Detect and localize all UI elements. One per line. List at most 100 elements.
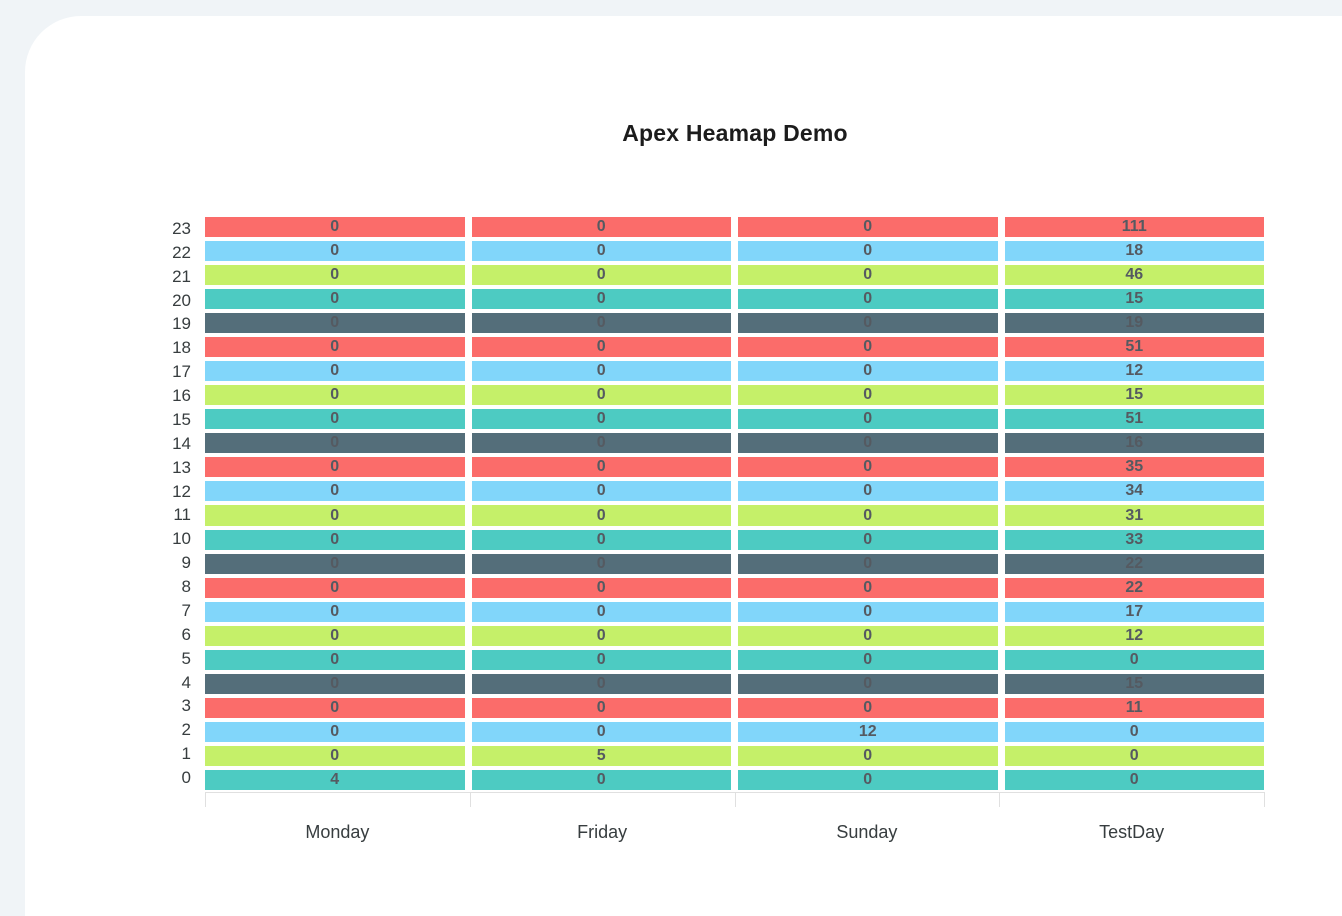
heatmap-cell[interactable]: 0 bbox=[471, 385, 731, 406]
heatmap-cell[interactable]: 0 bbox=[471, 505, 731, 526]
heatmap-cell[interactable]: 0 bbox=[205, 649, 465, 670]
heatmap-cell[interactable]: 35 bbox=[1004, 457, 1264, 478]
heatmap-cell[interactable]: 0 bbox=[471, 673, 731, 694]
heatmap-cell[interactable]: 0 bbox=[738, 505, 998, 526]
heatmap-cell[interactable]: 33 bbox=[1004, 529, 1264, 550]
heatmap-cell[interactable]: 0 bbox=[471, 577, 731, 598]
heatmap-cell[interactable]: 22 bbox=[1004, 577, 1264, 598]
heatmap-cell[interactable]: 0 bbox=[471, 553, 731, 574]
heatmap-cell[interactable]: 16 bbox=[1004, 433, 1264, 454]
heatmap-cell[interactable]: 0 bbox=[738, 409, 998, 430]
heatmap-cell[interactable]: 0 bbox=[738, 337, 998, 358]
heatmap-cell[interactable]: 0 bbox=[471, 481, 731, 502]
heatmap-cell[interactable]: 22 bbox=[1004, 553, 1264, 574]
heatmap-cell[interactable]: 12 bbox=[1004, 361, 1264, 382]
heatmap-cell[interactable]: 0 bbox=[471, 769, 731, 790]
heatmap-cell[interactable]: 0 bbox=[738, 241, 998, 262]
heatmap-cell[interactable]: 0 bbox=[205, 673, 465, 694]
heatmap-cell[interactable]: 0 bbox=[471, 625, 731, 646]
heatmap-cell[interactable]: 0 bbox=[205, 385, 465, 406]
heatmap-cell[interactable]: 0 bbox=[471, 649, 731, 670]
x-axis-tick bbox=[1264, 793, 1265, 807]
heatmap-cell[interactable]: 31 bbox=[1004, 505, 1264, 526]
heatmap-cell[interactable]: 0 bbox=[471, 721, 731, 742]
heatmap-cell[interactable]: 0 bbox=[471, 409, 731, 430]
heatmap-cell[interactable]: 17 bbox=[1004, 601, 1264, 622]
x-axis-tick bbox=[734, 793, 736, 807]
heatmap-cell[interactable]: 0 bbox=[738, 769, 998, 790]
heatmap-cell[interactable]: 0 bbox=[205, 361, 465, 382]
heatmap-cell[interactable]: 0 bbox=[205, 553, 465, 574]
heatmap-cell[interactable]: 0 bbox=[738, 673, 998, 694]
heatmap-cell[interactable]: 0 bbox=[471, 241, 731, 262]
heatmap-cell[interactable]: 0 bbox=[738, 745, 998, 766]
heatmap-cell[interactable]: 0 bbox=[738, 601, 998, 622]
heatmap-cell[interactable]: 0 bbox=[738, 265, 998, 286]
heatmap-cell[interactable]: 11 bbox=[1004, 697, 1264, 718]
heatmap-cell[interactable]: 0 bbox=[738, 289, 998, 310]
heatmap-cell[interactable]: 0 bbox=[738, 385, 998, 406]
heatmap-cell[interactable]: 0 bbox=[205, 625, 465, 646]
heatmap-cell[interactable]: 0 bbox=[205, 241, 465, 262]
heatmap-cell[interactable]: 0 bbox=[471, 433, 731, 454]
x-axis-tick bbox=[469, 793, 471, 807]
heatmap-cell[interactable]: 0 bbox=[205, 337, 465, 358]
heatmap-cell[interactable]: 0 bbox=[1004, 649, 1264, 670]
heatmap-cell[interactable]: 0 bbox=[471, 289, 731, 310]
heatmap-cell[interactable]: 12 bbox=[1004, 625, 1264, 646]
heatmap-cell[interactable]: 46 bbox=[1004, 265, 1264, 286]
heatmap-cell[interactable]: 0 bbox=[471, 697, 731, 718]
heatmap-cell[interactable]: 0 bbox=[471, 361, 731, 382]
heatmap-cell[interactable]: 18 bbox=[1004, 241, 1264, 262]
heatmap-cell[interactable]: 51 bbox=[1004, 337, 1264, 358]
heatmap-cell[interactable]: 0 bbox=[205, 433, 465, 454]
heatmap-cell[interactable]: 0 bbox=[471, 601, 731, 622]
heatmap-cell[interactable]: 0 bbox=[738, 217, 998, 238]
heatmap-cell[interactable]: 15 bbox=[1004, 673, 1264, 694]
heatmap-cell[interactable]: 0 bbox=[471, 265, 731, 286]
heatmap-cell[interactable]: 0 bbox=[738, 361, 998, 382]
heatmap-cell[interactable]: 0 bbox=[205, 529, 465, 550]
heatmap-cell[interactable]: 0 bbox=[738, 697, 998, 718]
heatmap-cell[interactable]: 0 bbox=[205, 481, 465, 502]
heatmap-cell[interactable]: 0 bbox=[205, 313, 465, 334]
heatmap-cell[interactable]: 0 bbox=[1004, 721, 1264, 742]
heatmap-cell[interactable]: 0 bbox=[205, 577, 465, 598]
heatmap-cell[interactable]: 0 bbox=[471, 217, 731, 238]
heatmap-cell[interactable]: 15 bbox=[1004, 385, 1264, 406]
heatmap-cell[interactable]: 0 bbox=[738, 313, 998, 334]
y-axis-label: 4 bbox=[181, 672, 191, 692]
heatmap-cell[interactable]: 0 bbox=[471, 313, 731, 334]
heatmap-cell[interactable]: 15 bbox=[1004, 289, 1264, 310]
heatmap-cell[interactable]: 0 bbox=[205, 457, 465, 478]
heatmap-cell[interactable]: 5 bbox=[471, 745, 731, 766]
heatmap-cell[interactable]: 19 bbox=[1004, 313, 1264, 334]
heatmap-cell[interactable]: 111 bbox=[1004, 217, 1264, 238]
heatmap-cell[interactable]: 0 bbox=[738, 481, 998, 502]
heatmap-cell[interactable]: 0 bbox=[738, 577, 998, 598]
heatmap-cell[interactable]: 0 bbox=[205, 289, 465, 310]
heatmap-cell[interactable]: 0 bbox=[471, 457, 731, 478]
heatmap-cell[interactable]: 12 bbox=[738, 721, 998, 742]
heatmap-cell[interactable]: 0 bbox=[738, 553, 998, 574]
heatmap-cell[interactable]: 0 bbox=[205, 265, 465, 286]
heatmap-cell[interactable]: 0 bbox=[1004, 769, 1264, 790]
heatmap-cell[interactable]: 0 bbox=[205, 697, 465, 718]
heatmap-cell[interactable]: 0 bbox=[205, 505, 465, 526]
heatmap-cell[interactable]: 0 bbox=[738, 433, 998, 454]
heatmap-cell[interactable]: 0 bbox=[1004, 745, 1264, 766]
heatmap-cell[interactable]: 0 bbox=[205, 409, 465, 430]
heatmap-cell[interactable]: 0 bbox=[738, 457, 998, 478]
heatmap-cell[interactable]: 0 bbox=[205, 217, 465, 238]
heatmap-cell[interactable]: 0 bbox=[471, 337, 731, 358]
heatmap-cell[interactable]: 4 bbox=[205, 769, 465, 790]
heatmap-cell[interactable]: 0 bbox=[738, 625, 998, 646]
heatmap-cell[interactable]: 0 bbox=[205, 721, 465, 742]
heatmap-cell[interactable]: 51 bbox=[1004, 409, 1264, 430]
heatmap-cell[interactable]: 0 bbox=[738, 649, 998, 670]
heatmap-cell[interactable]: 0 bbox=[471, 529, 731, 550]
heatmap-cell[interactable]: 0 bbox=[205, 601, 465, 622]
heatmap-cell[interactable]: 34 bbox=[1004, 481, 1264, 502]
heatmap-cell[interactable]: 0 bbox=[205, 745, 465, 766]
heatmap-cell[interactable]: 0 bbox=[738, 529, 998, 550]
